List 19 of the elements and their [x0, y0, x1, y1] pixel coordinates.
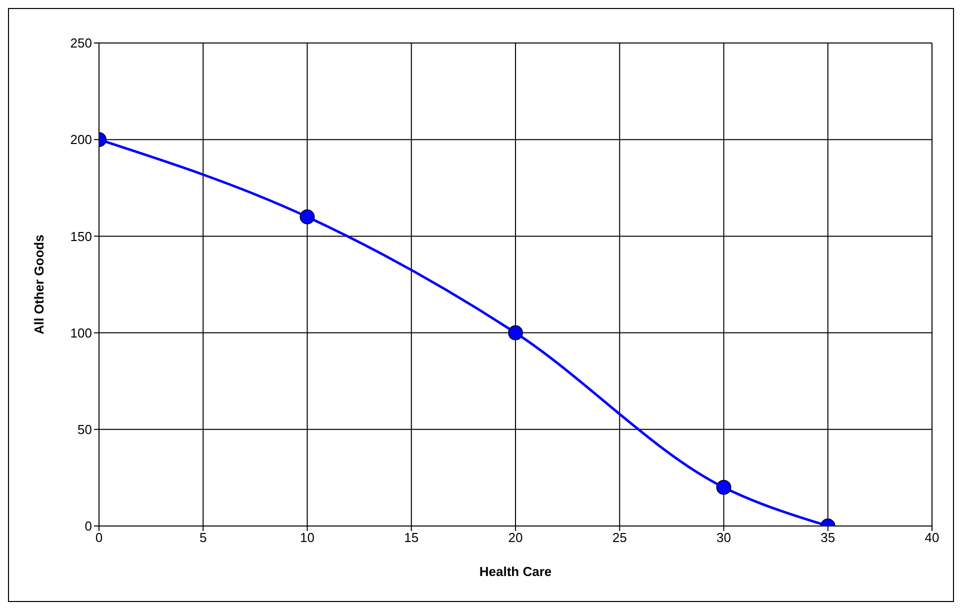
y-tick-label: 0	[84, 518, 92, 534]
x-tick-label: 25	[612, 530, 627, 546]
x-tick-label: 10	[300, 530, 314, 546]
y-tick-label: 50	[78, 422, 92, 438]
x-tick-label: 20	[508, 530, 523, 546]
x-tick-label: 30	[716, 530, 731, 546]
y-axis-title: All Other Goods	[32, 234, 47, 334]
point	[716, 480, 732, 495]
y-tick-label: 100	[70, 325, 92, 340]
x-tick-label: 40	[924, 530, 940, 546]
y-tick-label: 200	[70, 132, 92, 148]
x-axis-title: Health Care	[479, 564, 552, 579]
x-tick-label: 0	[95, 530, 103, 546]
x-tick-label: 5	[200, 530, 207, 546]
y-tick-label: 150	[70, 228, 92, 244]
point	[508, 325, 523, 340]
x-tick-label: 35	[820, 530, 836, 546]
y-tick-label: 250	[70, 36, 92, 51]
x-tick-label: 15	[404, 530, 419, 546]
